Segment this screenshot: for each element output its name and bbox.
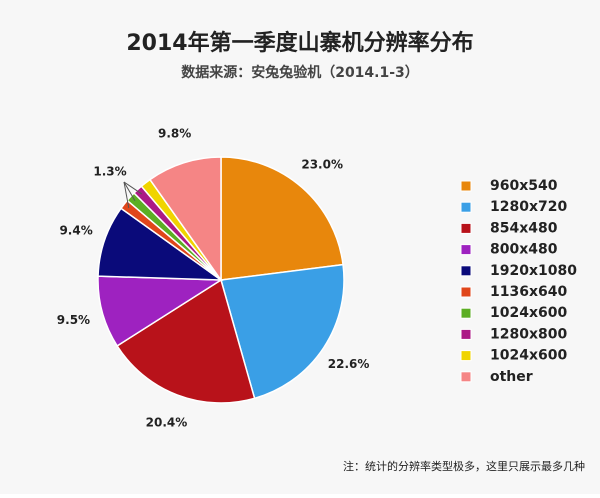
callout-line xyxy=(123,181,142,195)
legend-swatch xyxy=(460,180,472,192)
chart-title: 2014年第一季度山寨机分辨率分布 xyxy=(126,30,473,56)
data-label: 20.4% xyxy=(146,415,188,429)
legend-label: 1136x640 xyxy=(490,284,567,300)
legend-label: 1280x720 xyxy=(490,199,567,215)
data-label: 9.5% xyxy=(57,313,90,327)
legend-swatch xyxy=(460,371,472,383)
legend-label: 1024x600 xyxy=(490,305,567,321)
legend-swatch xyxy=(460,328,472,340)
legend-swatch xyxy=(460,201,472,213)
data-label: 22.6% xyxy=(328,357,370,371)
legend-label: other xyxy=(490,369,533,385)
legend-swatch xyxy=(460,244,472,256)
chart-subtitle: 数据来源：安兔兔验机（2014.1-3） xyxy=(181,64,419,81)
legend-swatch xyxy=(460,265,472,277)
data-label: 9.8% xyxy=(158,127,191,141)
pie-slice xyxy=(220,156,344,281)
legend-label: 854x480 xyxy=(490,220,558,236)
footnote: 注：统计的分辨率类型极多，这里只展示最多几种 xyxy=(343,459,585,473)
legend-label: 960x540 xyxy=(490,178,558,194)
legend-label: 1024x600 xyxy=(490,348,567,364)
data-label: 1.3% xyxy=(93,165,126,179)
data-label: 23.0% xyxy=(301,158,343,172)
legend-swatch xyxy=(460,286,472,298)
legend-label: 800x480 xyxy=(490,242,558,258)
pie-slice xyxy=(220,263,345,400)
legend-swatch xyxy=(460,307,472,319)
legend-label: 1280x800 xyxy=(490,326,567,342)
callout-line xyxy=(123,181,130,209)
pie-slice xyxy=(148,156,222,283)
legend-swatch xyxy=(460,350,472,362)
legend-label: 1920x1080 xyxy=(490,263,577,279)
pie-slice xyxy=(116,278,256,404)
legend-swatch xyxy=(460,222,472,234)
data-label: 9.4% xyxy=(59,223,92,237)
callout-line xyxy=(123,181,136,201)
